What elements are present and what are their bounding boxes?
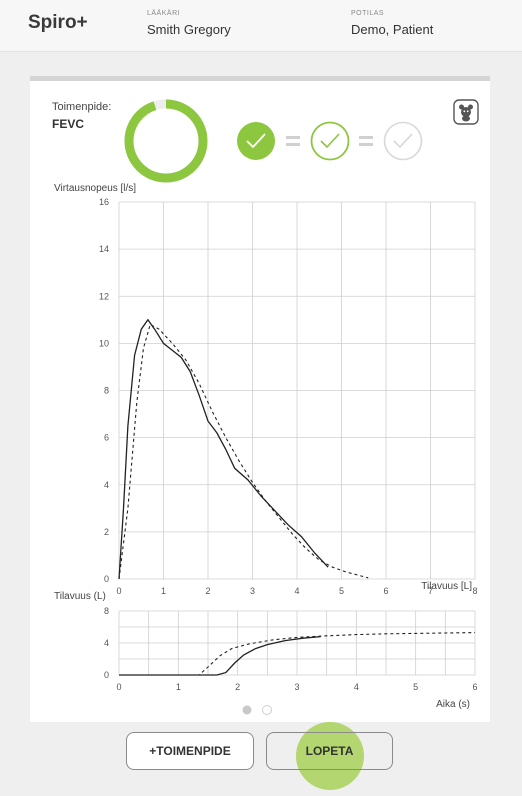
y-tick-label: 8 [104, 386, 109, 396]
bear-icon[interactable] [453, 99, 479, 125]
x-tick-label: 0 [116, 682, 121, 692]
page-dot[interactable] [262, 705, 272, 715]
x-tick-label: 0 [116, 586, 121, 596]
y-tick-label: 14 [99, 244, 109, 254]
check-empty-icon [383, 121, 423, 161]
x-tick-label: 2 [205, 586, 210, 596]
doctor-label: LÄÄKÄRI [147, 10, 181, 17]
y-tick-label: 12 [99, 291, 109, 301]
x-tick-label: 4 [354, 682, 359, 692]
stop-button[interactable]: LOPETA [266, 732, 393, 770]
y-tick-label: 10 [99, 338, 109, 348]
x-tick-label: 1 [176, 682, 181, 692]
x-tick-label: 6 [472, 682, 477, 692]
doctor-name: Smith Gregory [147, 22, 231, 37]
procedure-label: Toimenpide: [52, 101, 112, 113]
y-tick-label: 8 [104, 606, 109, 616]
page-dot[interactable] [242, 705, 252, 715]
check-outline-icon [310, 121, 350, 161]
x-tick-label: 1 [161, 586, 166, 596]
x-tick-label: 2 [235, 682, 240, 692]
x-tick-label: 4 [294, 586, 299, 596]
add-procedure-button[interactable]: +TOIMENPIDE [126, 732, 254, 770]
app-header: Spiro+ LÄÄKÄRI Smith Gregory POTILAS Dem… [0, 0, 522, 52]
check-filled-icon [237, 122, 275, 160]
y-tick-label: 0 [104, 574, 109, 584]
x-tick-label: 6 [383, 586, 388, 596]
x-axis-label: Aika (s) [436, 699, 470, 710]
x-tick-label: 5 [339, 586, 344, 596]
x-tick-label: 8 [472, 586, 477, 596]
y-axis-label: Tilavuus (L) [54, 591, 106, 602]
patient-label: POTILAS [351, 10, 385, 17]
app-title: Spiro+ [28, 12, 88, 33]
y-tick-label: 4 [104, 480, 109, 490]
x-tick-label: 7 [428, 586, 433, 596]
progress-ring [124, 99, 208, 183]
y-tick-label: 4 [104, 638, 109, 648]
page-indicator [242, 705, 272, 715]
y-axis-label: Virtausnopeus [l/s] [54, 183, 136, 194]
touch-indicator [296, 722, 364, 790]
y-tick-label: 6 [104, 433, 109, 443]
measurement-card: Toimenpide: FEVC [30, 76, 490, 722]
measured-curve [118, 318, 329, 580]
quality-indicators [237, 121, 423, 161]
measured-curve [119, 635, 321, 676]
y-tick-label: 16 [99, 197, 109, 207]
patient-name: Demo, Patient [351, 22, 434, 37]
equals-icon [359, 136, 373, 146]
y-tick-label: 0 [104, 670, 109, 680]
x-axis-label: Tilavuus [L] [421, 581, 472, 592]
predicted-curve [118, 323, 369, 580]
procedure-name: FEVC [52, 117, 85, 131]
x-tick-label: 3 [250, 586, 255, 596]
equals-icon [286, 136, 300, 146]
predicted-curve [119, 632, 476, 676]
x-tick-label: 3 [294, 682, 299, 692]
y-tick-label: 2 [104, 527, 109, 537]
volume-time-chart: Tilavuus (L) 0 1 2 3 4 5 6 0 4 8 Aika (s) [54, 591, 478, 710]
flow-volume-chart: Virtausnopeus [l/s] 0 1 2 3 4 5 6 7 802468101214… [54, 183, 478, 596]
x-tick-label: 5 [413, 682, 418, 692]
